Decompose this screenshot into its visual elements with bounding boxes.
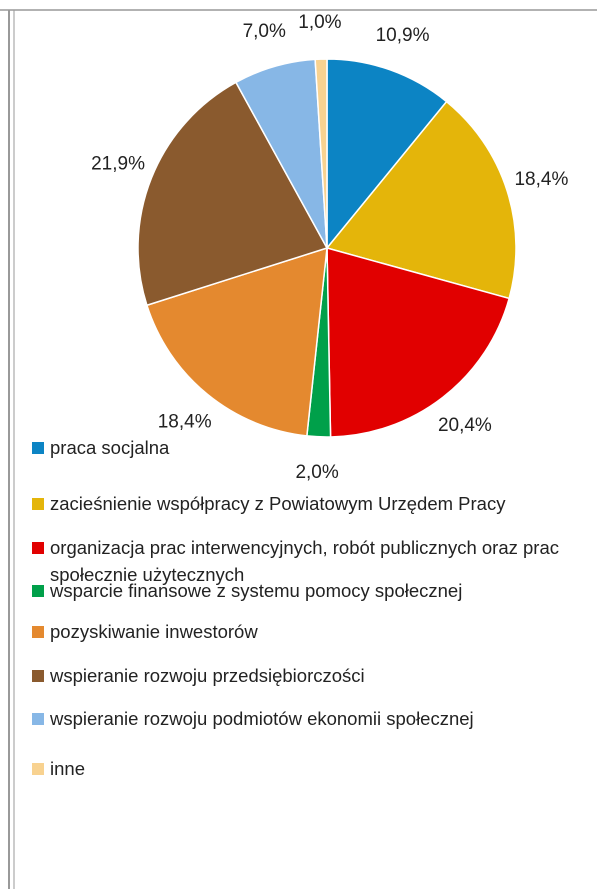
legend-label: wspieranie rozwoju podmiotów ekonomii sp…	[50, 708, 474, 729]
pie-slice	[137, 81, 329, 307]
legend-swatch	[32, 585, 44, 597]
legend-item: pozyskiwanie inwestorów	[32, 618, 577, 645]
data-label: 18,4%	[514, 169, 568, 190]
legend-swatch	[32, 442, 44, 454]
data-label: 1,0%	[298, 12, 341, 33]
pie-slice	[314, 58, 328, 249]
legend-swatch	[32, 498, 44, 510]
legend-item: wspieranie rozwoju podmiotów ekonomii sp…	[32, 705, 577, 732]
legend-label: zacieśnienie współpracy z Powiatowym Urz…	[50, 493, 506, 514]
data-label: 2,0%	[295, 462, 338, 483]
legend-label: pozyskiwanie inwestorów	[50, 621, 258, 642]
legend-swatch	[32, 713, 44, 725]
pie-slice	[325, 100, 517, 300]
legend-label: wsparcie finansowe z systemu pomocy społ…	[50, 580, 463, 601]
data-label: 20,4%	[438, 415, 492, 436]
pie-slice	[326, 58, 448, 251]
legend-label: praca socjalna	[50, 437, 170, 458]
pie-slice	[326, 247, 511, 438]
pie-slice	[145, 246, 328, 437]
legend-label: inne	[50, 758, 85, 779]
legend-swatch	[32, 626, 44, 638]
legend-swatch	[32, 542, 44, 554]
data-label: 18,4%	[158, 411, 212, 432]
legend-item: organizacja prac interwencyjnych, robót …	[32, 534, 577, 588]
legend-swatch	[32, 670, 44, 682]
data-label: 7,0%	[243, 21, 286, 42]
legend-label: wspieranie rozwoju przedsiębiorczości	[50, 665, 365, 686]
data-label: 10,9%	[376, 25, 430, 46]
legend-item: praca socjalna	[32, 434, 577, 461]
legend-item: zacieśnienie współpracy z Powiatowym Urz…	[32, 490, 577, 517]
legend-label: organizacja prac interwencyjnych, robót …	[50, 537, 560, 585]
legend-swatch	[32, 763, 44, 775]
legend-item: wsparcie finansowe z systemu pomocy społ…	[32, 577, 577, 604]
legend-item: inne	[32, 755, 577, 782]
legend-item: wspieranie rozwoju przedsiębiorczości	[32, 662, 577, 689]
data-label: 21,9%	[91, 154, 145, 175]
